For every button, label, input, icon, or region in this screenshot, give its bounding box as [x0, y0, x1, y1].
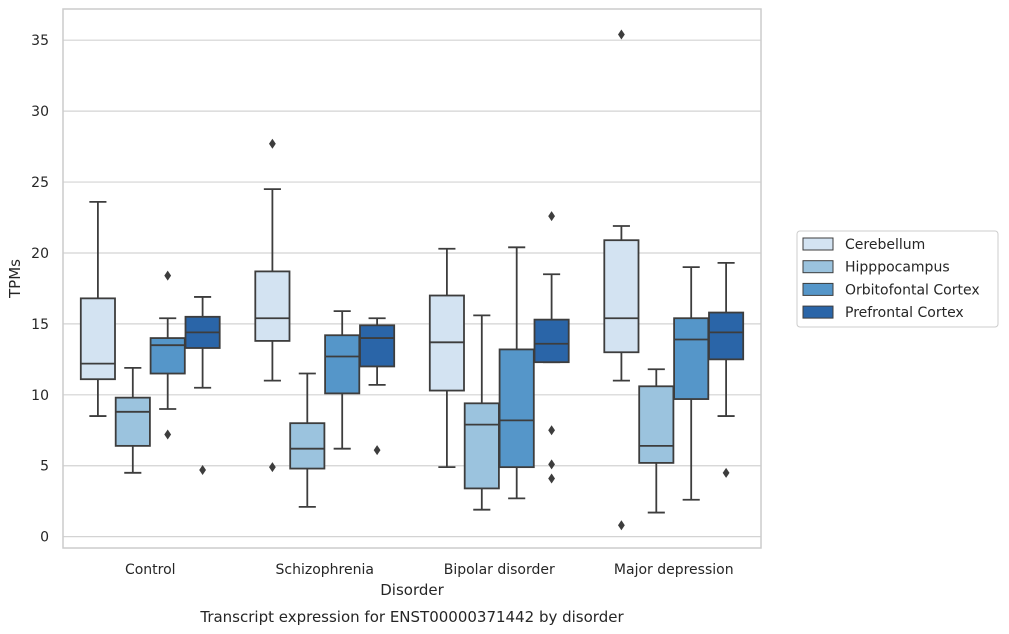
legend-frame — [796, 230, 999, 328]
x-tick-label-3: Major depression — [614, 562, 734, 578]
legend-label-0: Cerebellum — [845, 237, 925, 253]
series-1 — [114, 314, 675, 514]
box-1-2 — [463, 314, 500, 511]
outlier-0 — [199, 464, 206, 475]
box-1-1 — [289, 372, 326, 508]
box-3-2 — [533, 211, 570, 484]
plot-frame — [62, 8, 762, 549]
box-body — [673, 317, 710, 400]
outlier-1 — [164, 429, 172, 440]
box-3-0 — [184, 296, 221, 475]
y-tick-label-5: 5 — [40, 459, 49, 475]
box-body — [638, 385, 675, 464]
box-0-2 — [428, 247, 465, 469]
legend-label-3: Prefrontal Cortex — [845, 305, 964, 321]
outlier-0 — [164, 270, 172, 281]
outlier-0 — [548, 211, 555, 222]
outlier-0 — [269, 138, 276, 149]
box-3-1 — [359, 317, 396, 456]
outlier-3 — [548, 473, 555, 484]
y-tick-label-30: 30 — [31, 104, 49, 120]
y-axis-ticks: 0 5 10 15 20 25 30 35 — [31, 33, 49, 545]
box-2-1 — [324, 310, 361, 450]
y-tick-label-10: 10 — [31, 388, 49, 404]
y-tick-label-35: 35 — [31, 33, 49, 49]
legend: Cerebellum Hipppocampus Orbitofontal Corte… — [796, 230, 999, 328]
box-0-3 — [603, 29, 640, 531]
box-body — [708, 311, 745, 361]
box-body — [79, 297, 116, 381]
legend-label-1: Hipppocampus — [845, 260, 950, 276]
box-plot-series — [79, 29, 745, 531]
box-2-0 — [149, 270, 186, 440]
y-tick-label-25: 25 — [31, 175, 49, 191]
legend-label-2: Orbitofontal Cortex — [845, 282, 980, 298]
box-body — [254, 270, 291, 342]
outlier-1 — [269, 462, 276, 473]
x-axis-ticks: Control Schizophrenia Bipolar disorder Majo… — [125, 562, 734, 578]
x-tick-label-2: Bipolar disorder — [444, 562, 555, 578]
x-tick-label-0: Control — [125, 562, 176, 578]
outlier-0 — [722, 467, 730, 478]
chart-title: Transcript expression for ENST0000037144… — [199, 608, 624, 626]
outlier-1 — [618, 520, 625, 531]
x-axis-label: Disorder — [380, 581, 444, 599]
box-body — [324, 334, 361, 395]
y-tick-label-15: 15 — [31, 317, 49, 333]
outlier-1 — [548, 425, 555, 436]
box-1-3 — [638, 368, 675, 514]
series-3 — [184, 211, 745, 484]
y-tick-label-0: 0 — [40, 530, 49, 546]
y-axis-label: TPMs — [6, 259, 24, 299]
box-body — [289, 422, 326, 470]
box-body — [114, 396, 151, 447]
outlier-2 — [548, 459, 555, 470]
box-1-0 — [114, 366, 151, 474]
box-body — [603, 239, 640, 354]
legend-swatch-3 — [802, 305, 834, 319]
box-2-2 — [498, 246, 535, 500]
series-2 — [149, 246, 710, 501]
legend-swatch-2 — [802, 282, 834, 296]
box-body — [149, 337, 186, 375]
series-0 — [79, 29, 640, 531]
box-2-3 — [673, 266, 710, 501]
outlier-0 — [373, 445, 381, 456]
box-3-3 — [708, 261, 745, 478]
grid-lines — [63, 39, 761, 538]
box-body — [463, 402, 500, 490]
y-tick-label-20: 20 — [31, 246, 49, 262]
x-tick-label-1: Schizophrenia — [276, 562, 374, 578]
box-body — [359, 324, 396, 368]
legend-swatch-1 — [802, 260, 834, 274]
legend-swatch-0 — [802, 237, 834, 251]
outlier-0 — [618, 29, 625, 40]
box-0-1 — [254, 138, 291, 473]
box-body — [533, 318, 570, 364]
box-body — [498, 348, 535, 469]
box-0-0 — [79, 201, 116, 417]
